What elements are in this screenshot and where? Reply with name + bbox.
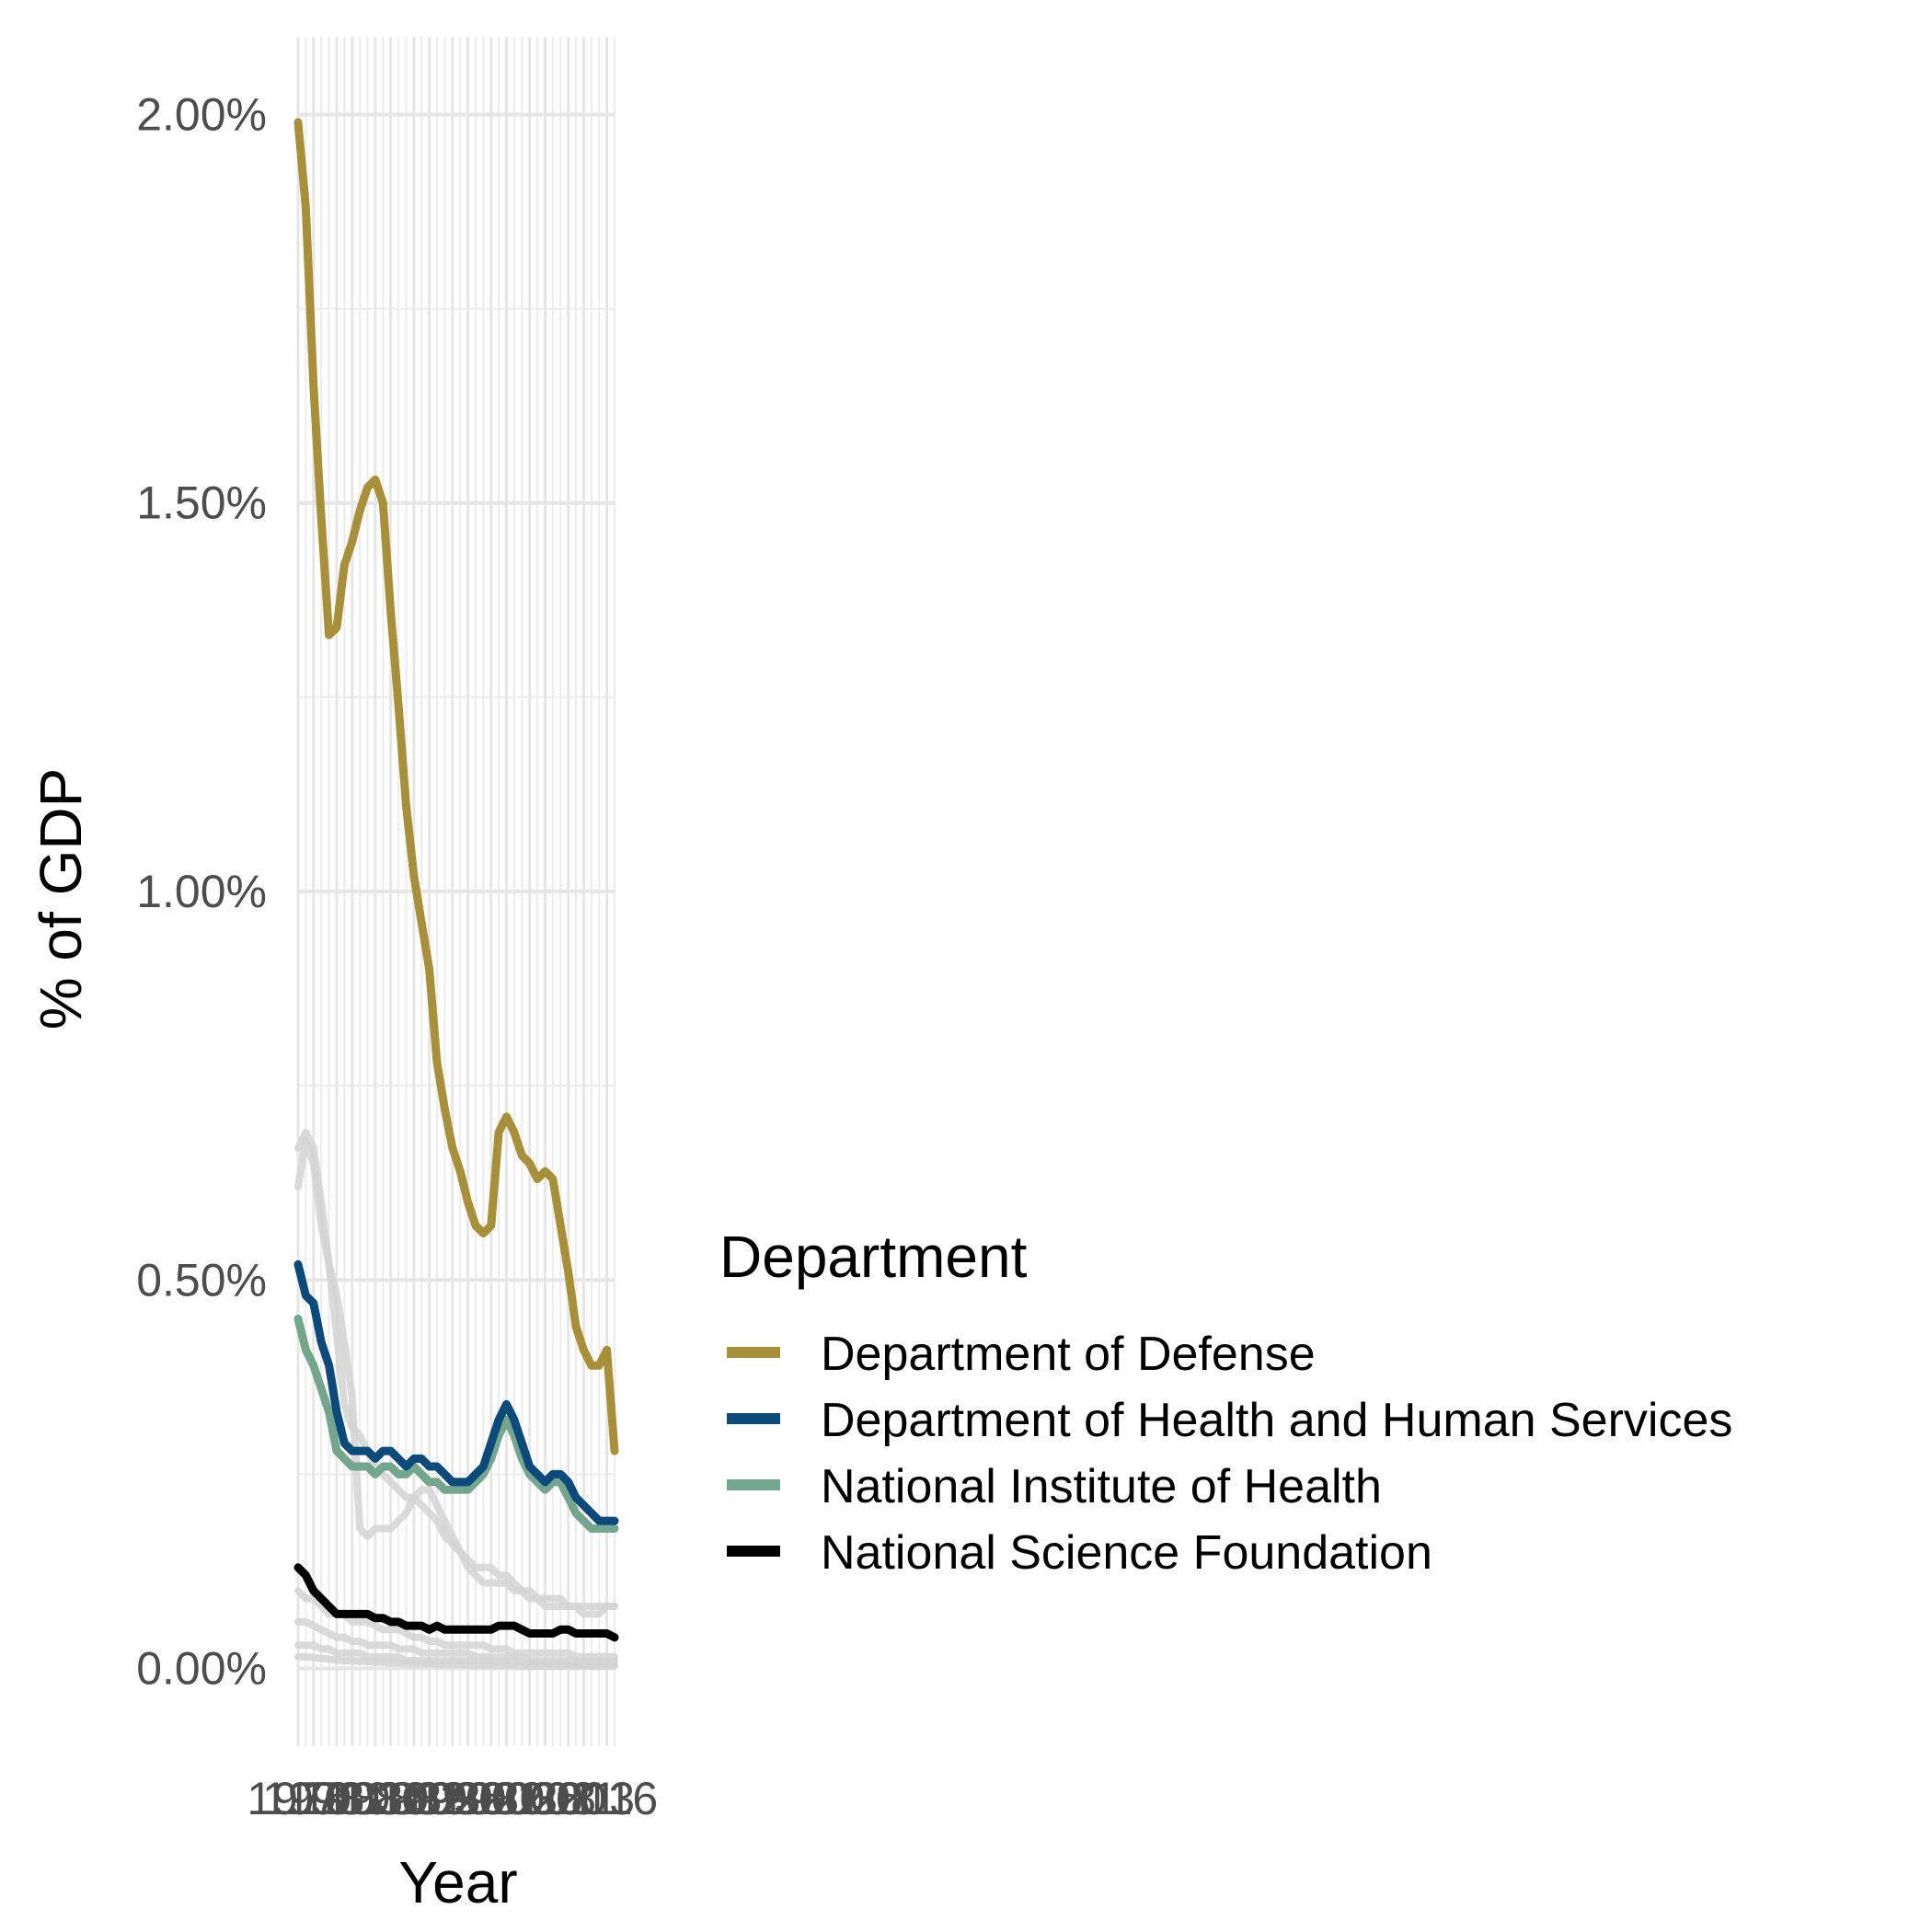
series-line-national-institute-of-health [293, 1315, 619, 1533]
y-axis-title: % of GDP [28, 768, 94, 1030]
x-tick-label: 1978 [262, 1773, 364, 1824]
y-tick-label: 1.50% [136, 477, 267, 529]
x-tick-label: 1976 [247, 1773, 349, 1824]
x-tick-label: 1991 [362, 1773, 465, 1824]
x-tick-label: 2011 [519, 1773, 618, 1824]
x-tick-label: 2008 [494, 1773, 596, 1824]
y-tick-label: 0.00% [136, 1643, 267, 1695]
x-tick-label: 1996 [401, 1773, 503, 1824]
background-series-line [294, 1587, 618, 1661]
y-tick-label: 0.50% [136, 1254, 267, 1305]
x-tick-label: 1993 [378, 1773, 480, 1824]
x-tick-label: 2003 [455, 1773, 558, 1824]
x-axis-title: Year [398, 1849, 517, 1915]
y-tick-label: 1.00% [136, 866, 267, 917]
legend-label: Department of Health and Human Services [821, 1394, 1732, 1447]
background-series-lines [294, 1128, 618, 1670]
x-tick-label: 2016 [556, 1773, 658, 1824]
legend-items: Department of Defense Department of Healt… [727, 1328, 1732, 1580]
x-tick-label: 1983 [301, 1773, 403, 1824]
background-series-line [294, 1136, 618, 1618]
y-axis-tick-labels: 0.00% 0.50% 1.00% 1.50% 2.00% [136, 88, 267, 1694]
y-tick-label: 2.00% [136, 88, 267, 140]
series-line-department-of-health-and-human-services [293, 1259, 619, 1525]
legend-label: National Science Foundation [821, 1526, 1432, 1580]
x-tick-label: 2001 [440, 1773, 542, 1824]
x-tick-label: 1988 [339, 1773, 442, 1824]
x-tick-label: 2006 [478, 1773, 581, 1824]
x-tick-label: 1986 [324, 1773, 426, 1824]
x-tick-label: 1981 [285, 1773, 387, 1824]
x-axis-tick-labels: 1976197819811983198619881991199319961998… [247, 1773, 658, 1824]
series-line-national-science-foundation [293, 1563, 619, 1642]
legend-label: National Institute of Health [821, 1460, 1382, 1513]
highlighted-series-lines [293, 118, 619, 1642]
legend-label: Department of Defense [821, 1328, 1316, 1381]
x-tick-label: 1998 [417, 1773, 519, 1824]
background-series-line [294, 1652, 618, 1670]
x-tick-label: 2013 [533, 1773, 635, 1824]
series-line-department-of-defense [293, 118, 619, 1455]
legend-title: Department [719, 1224, 1028, 1290]
legend: Department Department of DefenseDepartme… [719, 1224, 1732, 1580]
